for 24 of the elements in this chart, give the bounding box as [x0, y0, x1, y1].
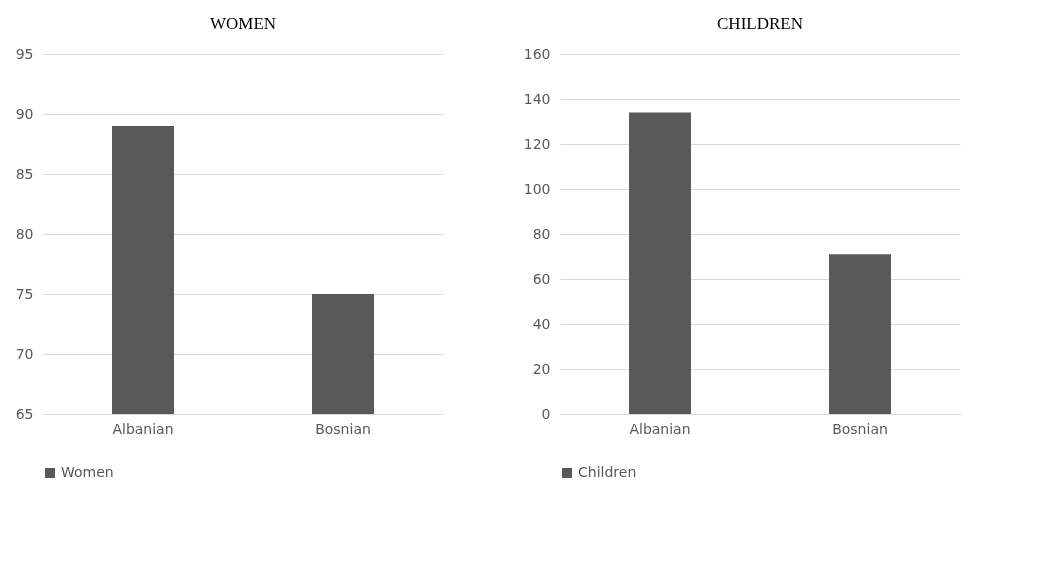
y-tick-label: 60 [532, 270, 551, 287]
y-tick-label: 80 [532, 225, 551, 242]
y-tick-label: 75 [15, 285, 34, 302]
chart-title: WOMEN [209, 14, 277, 33]
legend-label: Women [61, 464, 114, 480]
y-tick-label: 90 [15, 105, 34, 122]
y-tick-label: 65 [15, 405, 34, 422]
y-tick-label: 120 [523, 135, 551, 152]
x-tick-label: Albanian [112, 420, 174, 437]
x-tick-label: Albanian [629, 420, 691, 437]
x-tick-label: Bosnian [832, 420, 888, 437]
y-tick-label: 100 [523, 180, 551, 197]
y-tick-label: 140 [523, 90, 551, 107]
y-tick-label: 95 [15, 45, 34, 62]
y-tick-label: 160 [523, 45, 551, 62]
chart-title: CHILDREN [717, 14, 803, 33]
y-tick-label: 20 [532, 360, 551, 377]
y-tick-label: 80 [15, 225, 34, 242]
y-tick-label: 0 [541, 405, 551, 422]
legend-label: Children [578, 464, 637, 480]
x-tick-label: Bosnian [315, 420, 371, 437]
y-tick-label: 85 [15, 165, 34, 182]
y-tick-label: 40 [532, 315, 551, 332]
y-tick-label: 70 [15, 345, 34, 362]
